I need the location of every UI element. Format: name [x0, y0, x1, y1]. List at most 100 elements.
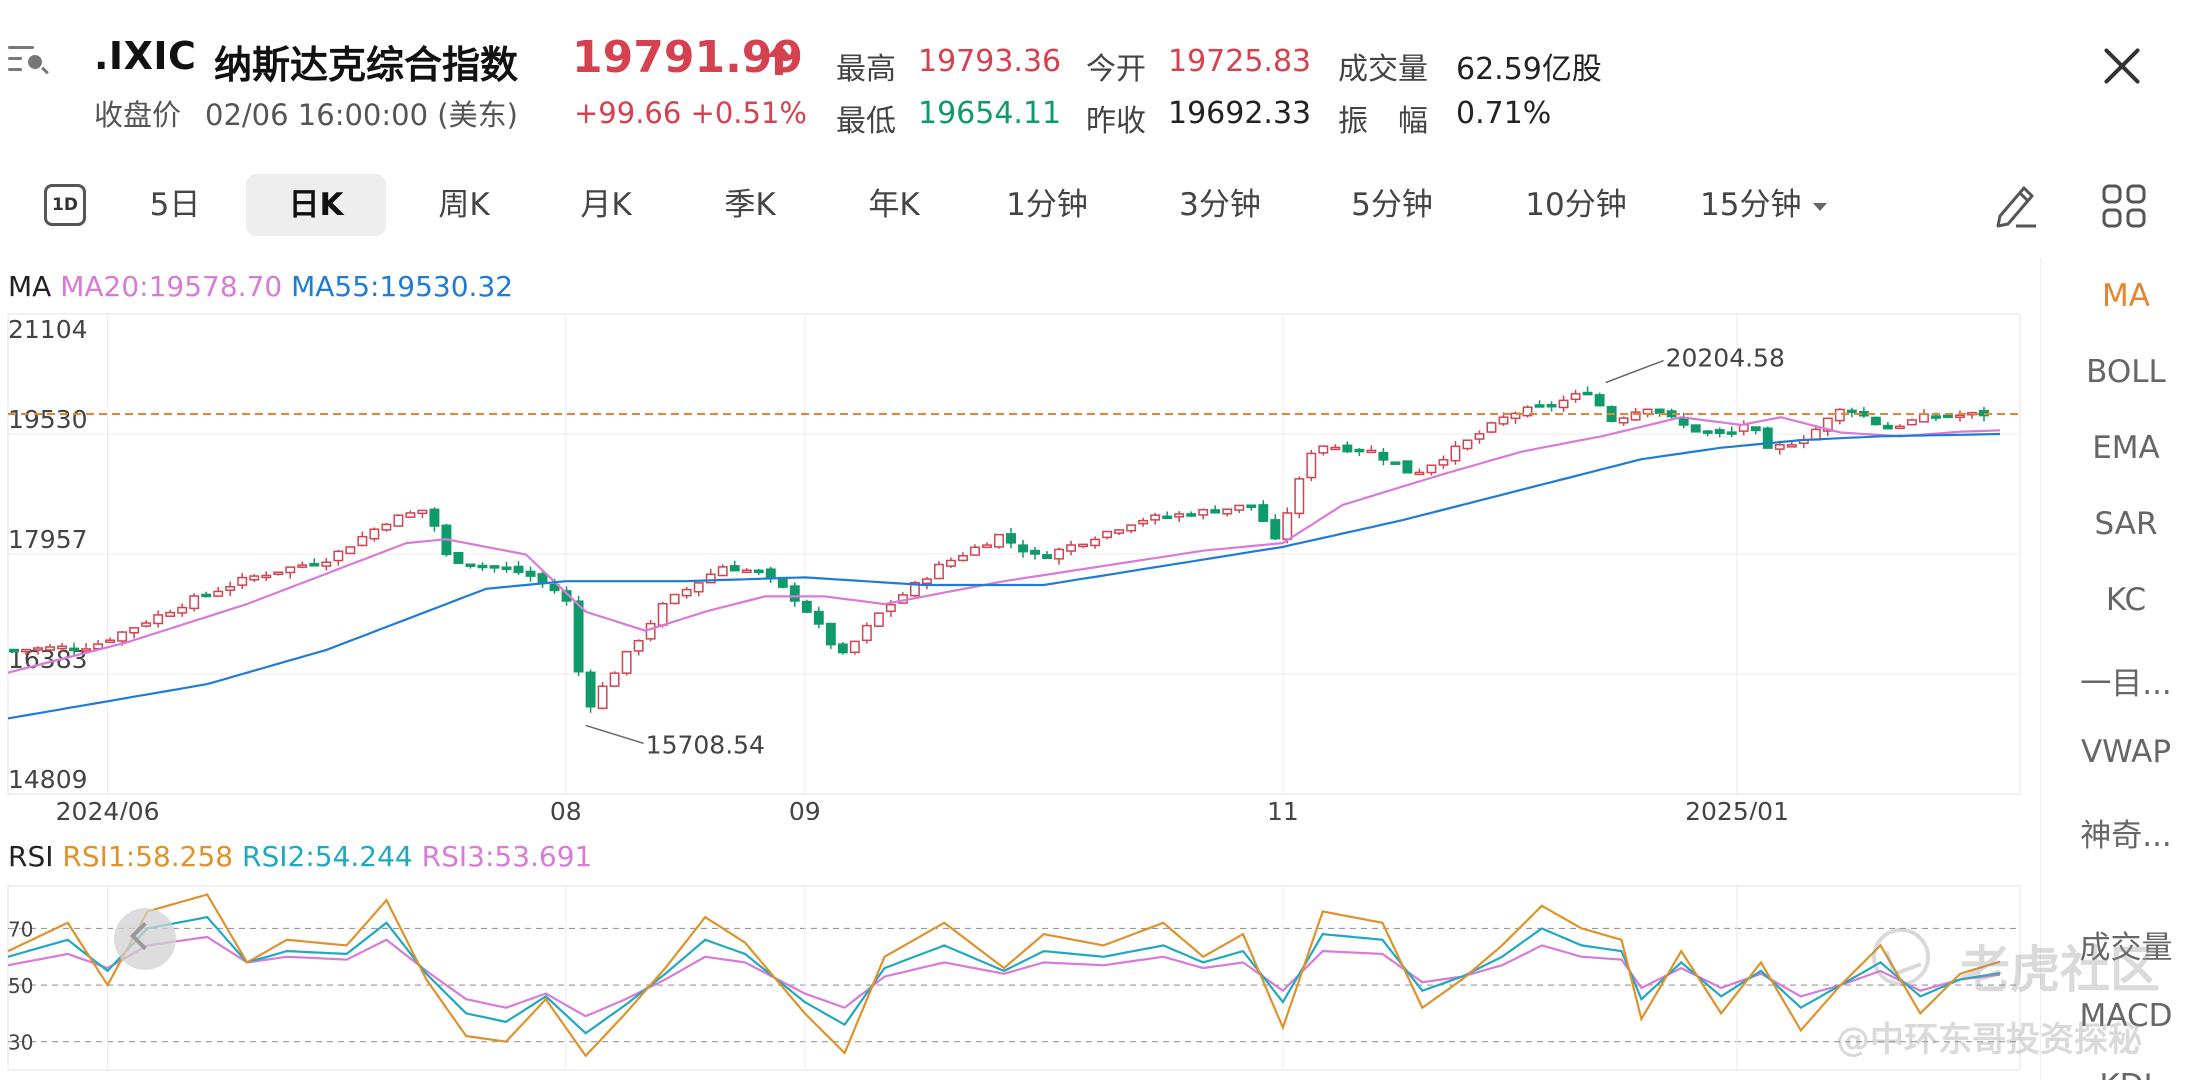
rsi-chart[interactable]: 70 50 30: [0, 876, 2030, 1080]
candle: [537, 573, 548, 584]
chevron-down-icon: [1813, 202, 1828, 211]
candle: [609, 672, 620, 687]
candle: [729, 565, 740, 572]
tab-quarterly-k[interactable]: 季K: [724, 187, 776, 223]
indicator-ema[interactable]: EMA: [2092, 430, 2160, 466]
ma20-value: MA20:19578.70: [60, 270, 283, 303]
candle: [1402, 460, 1413, 474]
indicator-sar[interactable]: SAR: [2094, 506, 2158, 542]
indicator-ichimoku[interactable]: 一目...: [2080, 666, 2172, 702]
candle: [1894, 425, 1905, 430]
low-label: 最低: [836, 104, 896, 139]
rsi2-line: [7, 915, 2001, 1035]
candle: [1450, 445, 1461, 462]
candle: [1174, 513, 1185, 518]
candle: [417, 509, 428, 515]
candle: [921, 578, 932, 585]
tab-daily-k[interactable]: 日K: [246, 174, 386, 236]
tab-10min[interactable]: 10分钟: [1525, 187, 1627, 223]
candle: [1294, 478, 1305, 515]
candle: [1258, 504, 1269, 522]
tab-5day[interactable]: 5日: [149, 187, 201, 223]
annotation-pointer: [1605, 359, 1664, 384]
candle: [1690, 424, 1701, 433]
tab-1min[interactable]: 1分钟: [1006, 187, 1088, 223]
candle: [573, 600, 584, 673]
max-annotation: 20204.58: [1666, 344, 1785, 373]
collapse-panel-icon[interactable]: [114, 908, 176, 970]
candle: [1366, 449, 1377, 454]
close-price-label: 收盘价: [94, 98, 182, 132]
candle: [801, 600, 812, 613]
candle: [381, 523, 392, 531]
candle: [861, 624, 872, 642]
rsi1-value: RSI1:58.258: [62, 840, 234, 873]
close-icon[interactable]: [2094, 38, 2150, 94]
watchlist-search-icon[interactable]: [6, 40, 50, 80]
candle: [69, 647, 80, 652]
high-value: 19793.36: [918, 44, 1062, 79]
tab-yearly-k[interactable]: 年K: [868, 187, 920, 223]
candle: [141, 622, 152, 627]
candle: [597, 685, 608, 710]
ma20-line: [7, 416, 2001, 674]
indicator-macd[interactable]: MACD: [2079, 998, 2173, 1034]
candle: [309, 563, 320, 567]
candle: [669, 593, 680, 605]
candle: [681, 588, 692, 597]
rsi3-line: [7, 935, 2001, 1018]
candle: [345, 546, 356, 555]
indicator-ma[interactable]: MA: [2102, 278, 2150, 314]
candle: [1138, 519, 1149, 525]
candle: [1594, 394, 1605, 407]
draw-pencil-icon[interactable]: [1990, 178, 2042, 230]
candle: [741, 569, 752, 573]
tab-weekly-k[interactable]: 周K: [438, 187, 490, 223]
candle: [177, 606, 188, 614]
prev-close-label: 昨收: [1086, 104, 1146, 139]
tab-monthly-k[interactable]: 月K: [580, 187, 632, 223]
tab-3min[interactable]: 3分钟: [1179, 187, 1261, 223]
candle: [81, 648, 92, 652]
indicator-vwap[interactable]: VWAP: [2080, 734, 2172, 770]
layout-grid-icon[interactable]: [2100, 182, 2148, 230]
candle: [1498, 416, 1509, 425]
candle: [477, 564, 488, 569]
candle: [1378, 451, 1389, 461]
indicator-volume[interactable]: 成交量: [2079, 930, 2173, 966]
rsi3-value: RSI3:53.691: [421, 840, 593, 873]
prev-close-value: 19692.33: [1168, 96, 1312, 131]
candle: [273, 571, 284, 575]
candle: [1618, 417, 1629, 424]
candle: [465, 563, 476, 567]
tab-5min[interactable]: 5分钟: [1351, 187, 1433, 223]
ma55-value: MA55:19530.32: [291, 270, 514, 303]
candle: [1870, 416, 1881, 426]
indicator-kdj[interactable]: KDJ: [2041, 1068, 2210, 1080]
open-label: 今开: [1086, 52, 1146, 87]
candle: [201, 593, 212, 598]
tab-15min-dropdown[interactable]: 15分钟: [1700, 174, 1850, 236]
one-day-icon[interactable]: 1D: [44, 184, 86, 226]
ma55-line: [7, 432, 2001, 720]
indicator-boll[interactable]: BOLL: [2086, 354, 2166, 390]
candle: [393, 514, 404, 527]
candle: [970, 546, 980, 556]
amplitude-label: 振 幅: [1338, 104, 1428, 139]
indicator-kc[interactable]: KC: [2105, 582, 2147, 618]
candle: [1630, 411, 1641, 421]
indicator-magic[interactable]: 神奇...: [2080, 818, 2172, 854]
high-label: 最高: [836, 52, 896, 87]
candle: [1018, 544, 1028, 553]
candle: [1054, 548, 1065, 560]
candle: [765, 568, 776, 578]
candle: [21, 648, 31, 653]
candle: [958, 555, 968, 562]
x-tick-label: 11: [1267, 797, 1299, 820]
candle: [1306, 452, 1317, 479]
rsi2-value: RSI2:54.244: [242, 840, 413, 873]
candle: [1354, 448, 1365, 453]
candle: [1426, 464, 1437, 474]
candle: [1906, 419, 1917, 426]
